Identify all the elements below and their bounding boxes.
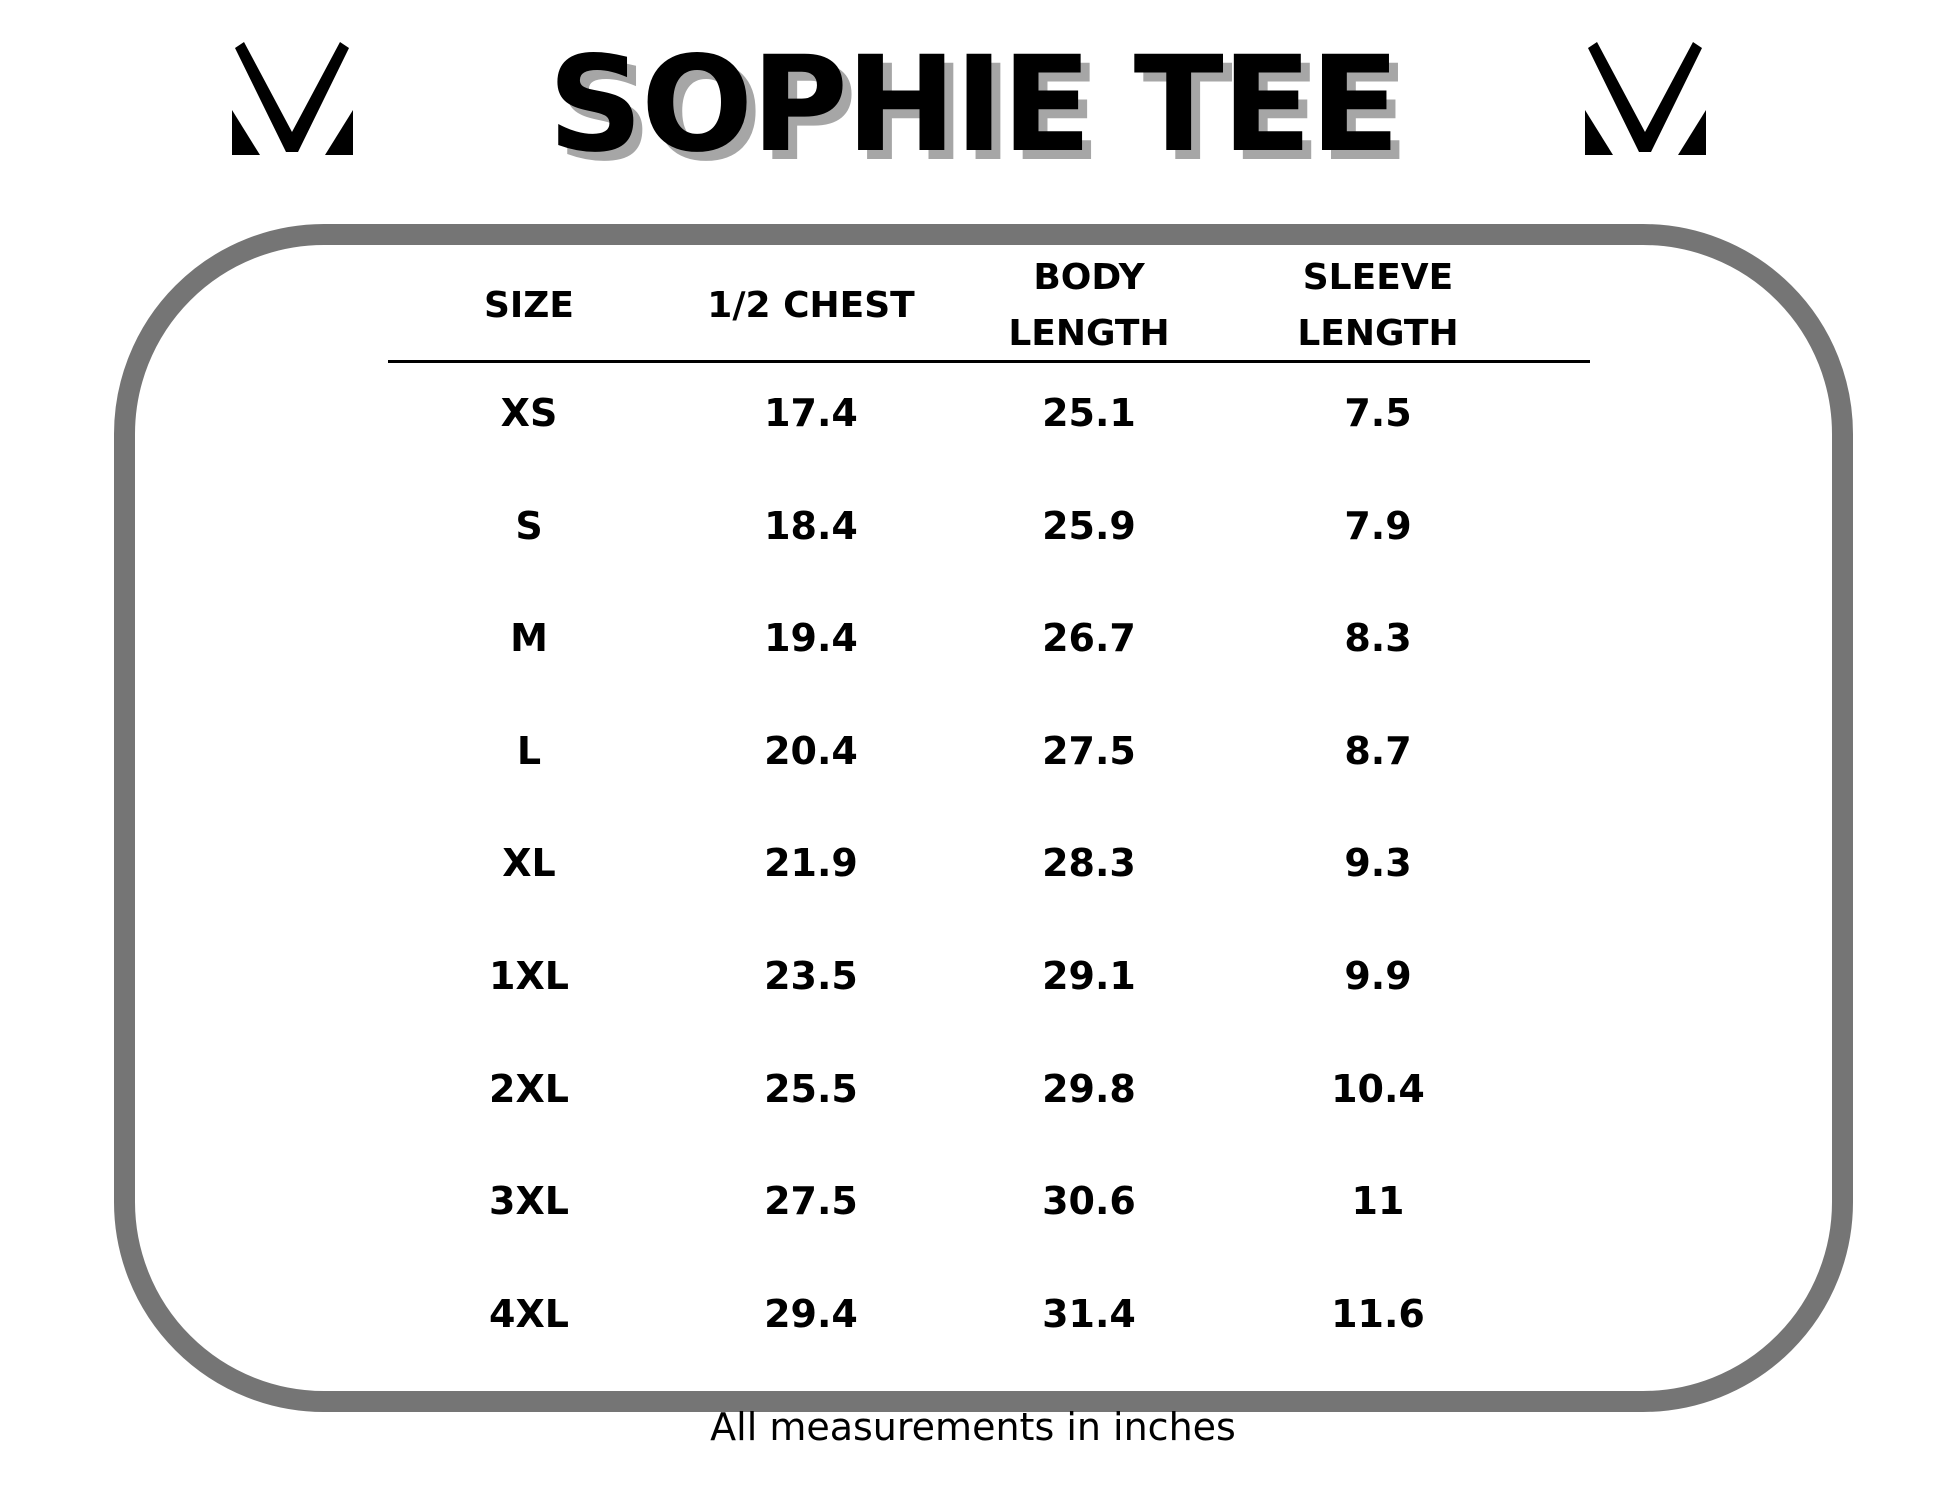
measurement-cell: 29.4 <box>764 1291 858 1336</box>
size-label: L <box>516 728 542 773</box>
measurement-cell: 26.7 <box>1042 616 1136 661</box>
size-label: XL <box>502 841 556 886</box>
measurement-cell: 20.4 <box>764 728 858 773</box>
measurement-cell: 29.8 <box>1042 1066 1136 1111</box>
size-label: 4XL <box>489 1291 569 1336</box>
measurement-cell: 31.4 <box>1042 1291 1136 1336</box>
measurement-cell: 11.6 <box>1331 1291 1425 1336</box>
measurement-cell: 27.5 <box>1042 728 1136 773</box>
measurement-cell: 7.5 <box>1344 391 1412 435</box>
measurement-cell: 23.5 <box>764 954 858 998</box>
column-header-line: LENGTH <box>1008 313 1170 354</box>
brand-logo-left <box>232 42 353 155</box>
measurement-cell: 19.4 <box>764 616 858 661</box>
size-label: XS <box>500 391 558 435</box>
measurement-cell: 10.4 <box>1331 1066 1425 1111</box>
column-header: 1/2 CHEST <box>661 278 961 334</box>
measurement-cell: 18.4 <box>764 503 858 548</box>
measurement-cell: 8.3 <box>1344 616 1412 661</box>
page-title: SOPHIE TEE <box>547 28 1400 182</box>
column-header: SIZE <box>379 278 679 334</box>
measurement-cell: 17.4 <box>764 391 858 435</box>
measurement-cell: 7.9 <box>1344 503 1412 548</box>
column-header: SLEEVE LENGTH <box>1228 250 1528 362</box>
footer-note: All measurements in inches <box>710 1405 1236 1449</box>
size-label: 1XL <box>489 954 569 998</box>
measurement-cell: 29.1 <box>1042 954 1136 998</box>
column-header-line: BODY <box>1033 257 1145 298</box>
measurement-cell: 11 <box>1351 1179 1405 1224</box>
column-header: BODY LENGTH <box>939 250 1239 362</box>
measurement-cell: 28.3 <box>1042 841 1136 886</box>
column-header-line: SLEEVE <box>1302 257 1454 298</box>
measurement-cell: 8.7 <box>1344 728 1412 773</box>
measurement-cell: 25.5 <box>764 1066 858 1111</box>
size-label: M <box>510 616 548 661</box>
column-header-line: LENGTH <box>1297 313 1459 354</box>
measurement-cell: 9.3 <box>1344 841 1412 886</box>
size-chart-frame <box>114 224 1853 1412</box>
measurement-cell: 9.9 <box>1344 954 1412 998</box>
column-header-line: SIZE <box>483 285 575 326</box>
measurement-cell: 27.5 <box>764 1179 858 1224</box>
measurement-cell: 30.6 <box>1042 1179 1136 1224</box>
column-header-line: 1/2 CHEST <box>707 285 915 326</box>
size-label: S <box>515 503 543 548</box>
measurement-cell: 21.9 <box>764 841 858 886</box>
brand-logo-right <box>1585 42 1706 155</box>
size-label: 2XL <box>489 1066 569 1111</box>
measurement-cell: 25.1 <box>1042 391 1136 435</box>
measurement-cell: 25.9 <box>1042 503 1136 548</box>
header-divider <box>388 360 1590 363</box>
size-label: 3XL <box>489 1179 569 1224</box>
